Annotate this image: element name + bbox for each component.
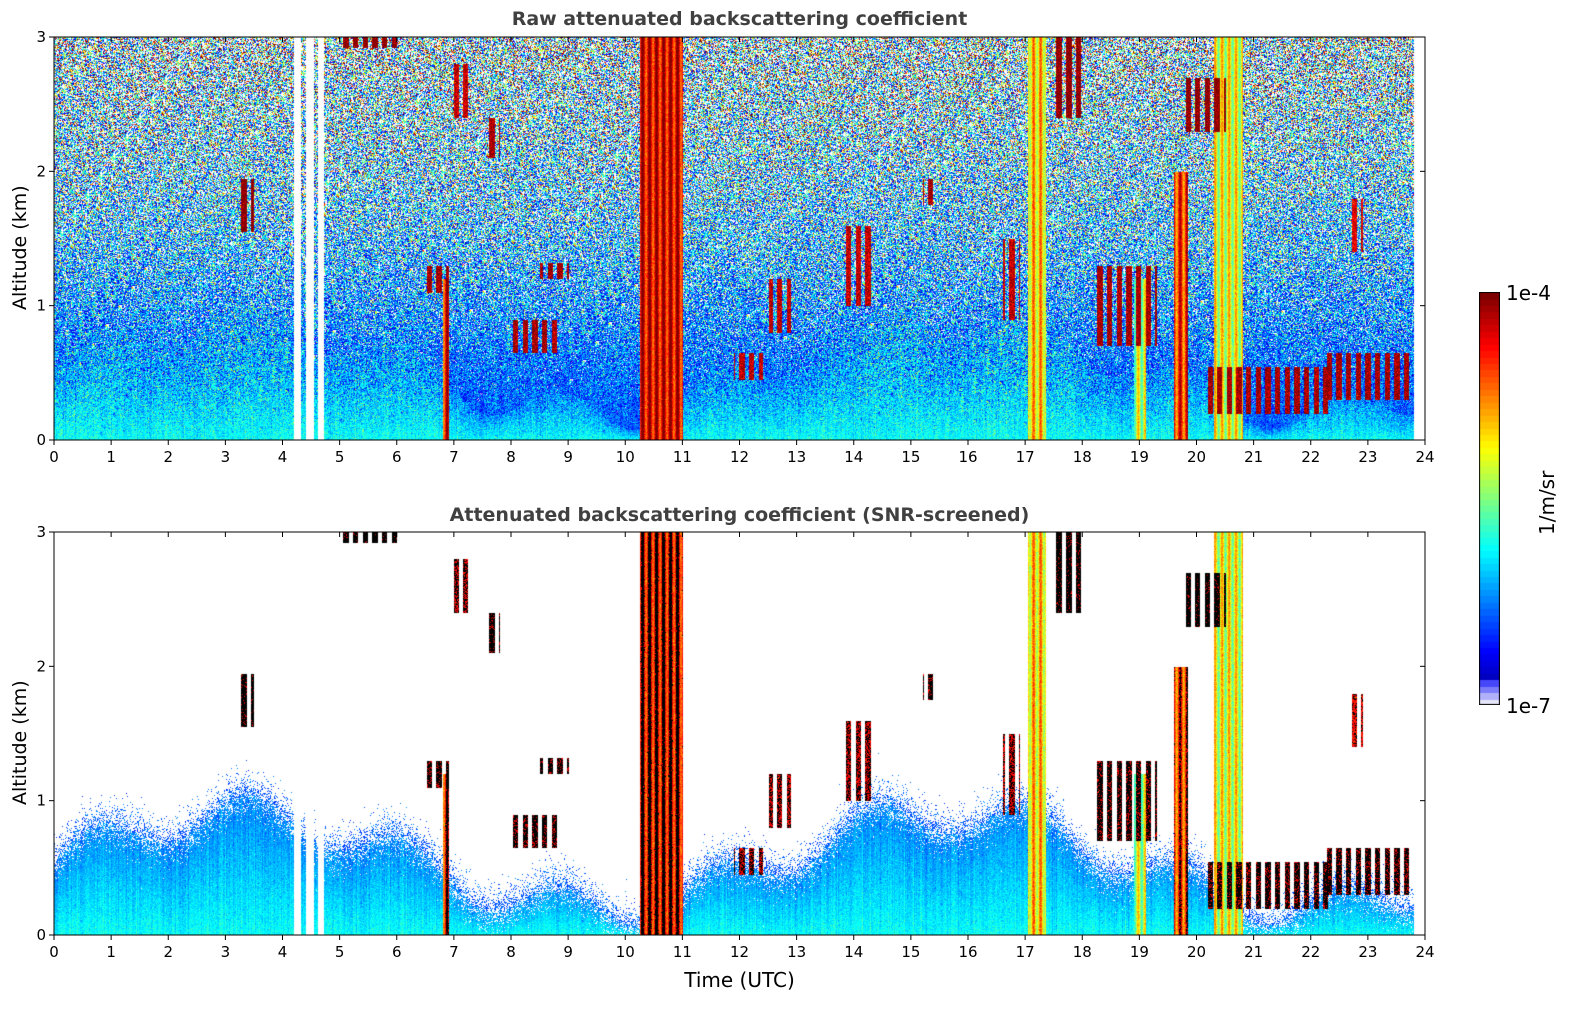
x-tick-label: 7 bbox=[449, 448, 459, 466]
x-tick-label: 14 bbox=[844, 448, 863, 466]
x-tick-label: 11 bbox=[673, 943, 692, 961]
y-tick-label: 3 bbox=[36, 523, 46, 541]
x-tick-label: 13 bbox=[787, 943, 806, 961]
x-tick-label: 9 bbox=[563, 943, 573, 961]
x-tick-label: 4 bbox=[278, 448, 288, 466]
x-tick-label: 2 bbox=[163, 943, 173, 961]
x-tick-label: 14 bbox=[844, 943, 863, 961]
x-tick-label: 15 bbox=[901, 943, 920, 961]
colorbar bbox=[1479, 292, 1500, 705]
x-tick-label: 19 bbox=[1130, 448, 1149, 466]
panel-1-ylabel: Altitude (km) bbox=[9, 185, 31, 310]
x-tick-label: 23 bbox=[1358, 943, 1377, 961]
x-tick-label: 21 bbox=[1244, 943, 1263, 961]
screened-backscatter-heatmap bbox=[54, 532, 1425, 935]
panel-2-title: Attenuated backscattering coefficient (S… bbox=[449, 504, 1030, 526]
panel-1-title: Raw attenuated backscattering coefficien… bbox=[511, 8, 968, 30]
x-tick-label: 15 bbox=[901, 448, 920, 466]
x-tick-label: 20 bbox=[1187, 448, 1206, 466]
x-tick-label: 10 bbox=[616, 448, 635, 466]
x-tick-label: 1 bbox=[106, 448, 116, 466]
x-tick-label: 12 bbox=[730, 943, 749, 961]
x-tick-label: 16 bbox=[958, 943, 977, 961]
raw-backscatter-heatmap bbox=[54, 37, 1425, 440]
x-tick-label: 2 bbox=[163, 448, 173, 466]
x-tick-label: 3 bbox=[221, 448, 231, 466]
y-tick-label: 0 bbox=[36, 431, 46, 449]
y-tick-label: 2 bbox=[36, 162, 46, 180]
x-tick-label: 22 bbox=[1301, 943, 1320, 961]
x-tick-label: 13 bbox=[787, 448, 806, 466]
x-tick-label: 11 bbox=[673, 448, 692, 466]
x-tick-label: 3 bbox=[221, 943, 231, 961]
x-tick-label: 6 bbox=[392, 448, 402, 466]
x-tick-label: 17 bbox=[1016, 448, 1035, 466]
colorbar-label: 1/m/sr bbox=[1535, 470, 1559, 535]
x-tick-label: 23 bbox=[1358, 448, 1377, 466]
y-tick-label: 0 bbox=[36, 926, 46, 944]
x-tick-label: 7 bbox=[449, 943, 459, 961]
x-tick-label: 12 bbox=[730, 448, 749, 466]
panel-1-frame bbox=[53, 36, 1426, 441]
colorbar-max-label: 1e-4 bbox=[1506, 281, 1551, 305]
x-tick-label: 5 bbox=[335, 943, 345, 961]
x-tick-label: 6 bbox=[392, 943, 402, 961]
x-tick-label: 19 bbox=[1130, 943, 1149, 961]
x-tick-label: 22 bbox=[1301, 448, 1320, 466]
x-tick-label: 8 bbox=[506, 448, 516, 466]
x-tick-label: 21 bbox=[1244, 448, 1263, 466]
x-tick-label: 9 bbox=[563, 448, 573, 466]
x-tick-label: 8 bbox=[506, 943, 516, 961]
y-tick-label: 1 bbox=[36, 297, 46, 315]
y-tick-label: 2 bbox=[36, 657, 46, 675]
x-tick-label: 0 bbox=[49, 448, 59, 466]
panel-2-frame bbox=[53, 531, 1426, 936]
x-tick-label: 17 bbox=[1016, 943, 1035, 961]
x-tick-label: 24 bbox=[1415, 943, 1434, 961]
x-tick-label: 4 bbox=[278, 943, 288, 961]
x-tick-label: 16 bbox=[958, 448, 977, 466]
x-tick-label: 5 bbox=[335, 448, 345, 466]
y-tick-label: 3 bbox=[36, 28, 46, 46]
x-tick-label: 0 bbox=[49, 943, 59, 961]
panel-2-ylabel: Altitude (km) bbox=[9, 680, 31, 805]
y-tick-label: 1 bbox=[36, 792, 46, 810]
x-tick-label: 10 bbox=[616, 943, 635, 961]
x-tick-label: 20 bbox=[1187, 943, 1206, 961]
x-tick-label: 18 bbox=[1073, 943, 1092, 961]
x-tick-label: 1 bbox=[106, 943, 116, 961]
x-tick-label: 18 bbox=[1073, 448, 1092, 466]
colorbar-min-label: 1e-7 bbox=[1506, 694, 1551, 718]
x-tick-label: 24 bbox=[1415, 448, 1434, 466]
x-axis-label: Time (UTC) bbox=[684, 968, 795, 992]
